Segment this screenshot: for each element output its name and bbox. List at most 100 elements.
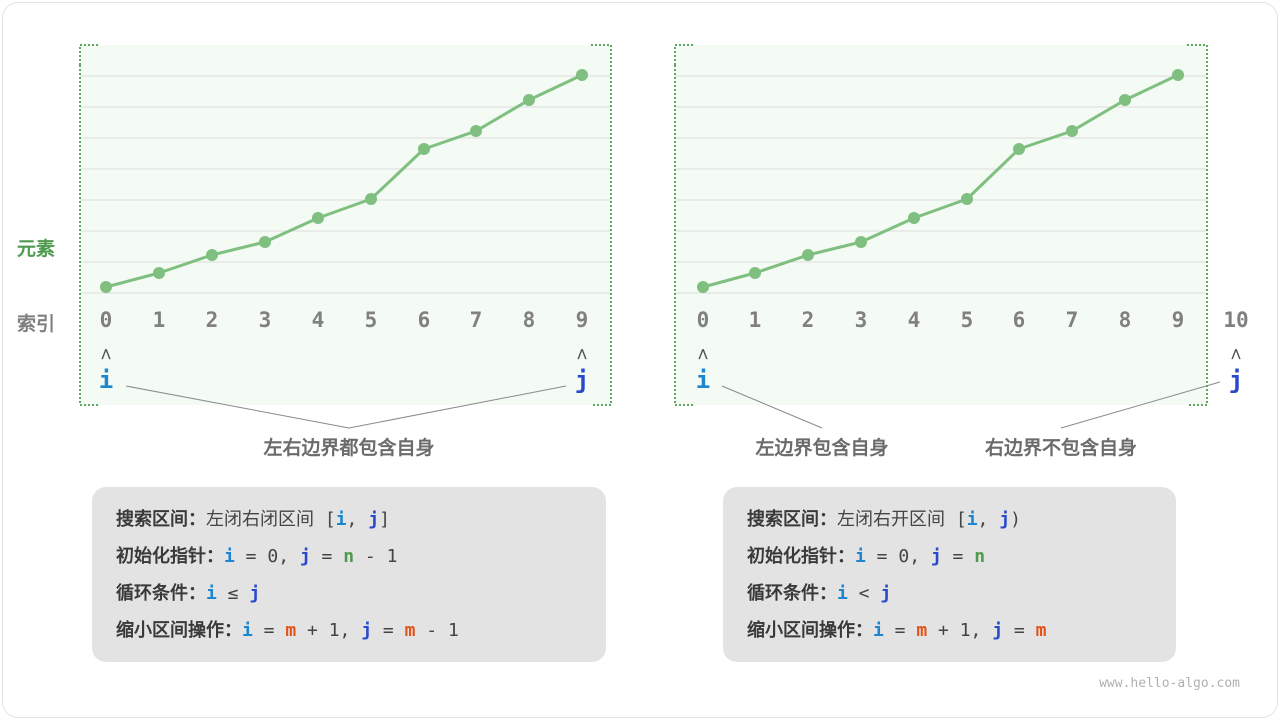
index-label: 6 <box>1012 308 1026 332</box>
index-label: 3 <box>258 308 272 332</box>
info-label: 缩小区间操作： <box>747 620 873 641</box>
var-n: n <box>343 546 355 567</box>
info-line: 循环条件：i ≤ j <box>116 579 260 605</box>
index-label: 10 <box>1223 308 1249 332</box>
watermark: www.hello-algo.com <box>1099 676 1240 691</box>
caption-connector <box>1060 381 1221 429</box>
index-label: 7 <box>1065 308 1079 332</box>
left-data-point <box>523 94 535 106</box>
left-info-box: 搜索区间：左闭右闭区间 [i, j] 初始化指针：i = 0, j = n - 1… <box>92 487 606 662</box>
right-data-point <box>1172 69 1184 81</box>
right-data-point <box>908 212 920 224</box>
pointer-arrow-j-right: ⋀ <box>1231 347 1241 360</box>
info-text: = <box>883 620 917 641</box>
info-text: 左闭右闭区间 [ <box>206 509 336 530</box>
info-text: = 0, <box>865 546 931 567</box>
left-panel-border <box>591 44 612 406</box>
info-text: - 1 <box>415 620 459 641</box>
right-panel-border <box>674 385 695 406</box>
left-data-point <box>259 236 271 248</box>
right-data-point <box>1013 143 1025 155</box>
info-text: = <box>252 620 286 641</box>
var-m: m <box>916 620 928 641</box>
right-series-line <box>702 73 1179 289</box>
right-info-box: 搜索区间：左闭右开区间 [i, j) 初始化指针：i = 0, j = n 循环条件… <box>723 487 1176 662</box>
right-panel-border <box>674 44 695 65</box>
index-label: 4 <box>907 308 921 332</box>
info-text: = <box>941 546 975 567</box>
var-i: i <box>873 620 884 641</box>
right-data-point <box>1119 94 1131 106</box>
index-label: 2 <box>801 308 815 332</box>
element-label: 元素 <box>17 238 56 260</box>
pointer-j-left: j <box>574 366 590 394</box>
caption-connector <box>348 385 567 429</box>
index-label: 9 <box>1171 308 1185 332</box>
pointer-i-left: i <box>98 366 114 394</box>
left-data-point <box>576 69 588 81</box>
info-label: 缩小区间操作： <box>116 620 242 641</box>
index-label: 1 <box>748 308 762 332</box>
right-data-point <box>749 267 761 279</box>
caption-connector <box>721 385 823 429</box>
var-i: i <box>206 583 217 604</box>
info-text: ) <box>1010 509 1021 530</box>
info-text: ≤ <box>216 583 250 604</box>
caption-left: 左右边界都包含自身 <box>263 437 435 459</box>
index-label: 4 <box>311 308 325 332</box>
index-label: 3 <box>854 308 868 332</box>
pointer-j-right: j <box>1228 366 1244 394</box>
left-data-point <box>470 125 482 137</box>
info-text: < <box>847 583 881 604</box>
info-label: 搜索区间： <box>747 509 837 530</box>
info-label: 搜索区间： <box>116 509 206 530</box>
var-j: j <box>930 546 942 567</box>
var-m: m <box>1035 620 1047 641</box>
var-i: i <box>855 546 866 567</box>
left-panel-border <box>79 385 100 406</box>
info-text: + 1, <box>927 620 993 641</box>
left-panel-border <box>79 44 100 65</box>
index-label: 5 <box>364 308 378 332</box>
var-j: j <box>880 583 892 604</box>
info-text: - 1 <box>354 546 398 567</box>
info-line: 循环条件：i < j <box>747 579 891 605</box>
info-label: 初始化指针： <box>116 546 224 567</box>
caption-right-left-bound: 左边界包含自身 <box>755 437 889 459</box>
pointer-arrow-j-left: ⋀ <box>577 347 587 360</box>
info-line: 缩小区间操作：i = m + 1, j = m - 1 <box>116 616 459 642</box>
var-j: j <box>249 583 261 604</box>
left-data-point <box>418 143 430 155</box>
info-line: 搜索区间：左闭右开区间 [i, j) <box>747 505 1021 531</box>
info-line: 搜索区间：左闭右闭区间 [i, j] <box>116 505 390 531</box>
info-text: = <box>372 620 405 641</box>
left-series-line <box>105 73 583 289</box>
info-text: = <box>310 546 344 567</box>
left-data-point <box>206 249 218 261</box>
index-label: 8 <box>522 308 536 332</box>
info-text: + 1, <box>296 620 362 641</box>
index-label: 8 <box>1118 308 1132 332</box>
index-label: 索引 <box>17 313 56 335</box>
left-data-point <box>312 212 324 224</box>
info-line: 初始化指针：i = 0, j = n - 1 <box>116 542 397 568</box>
var-m: m <box>285 620 297 641</box>
left-data-point <box>100 281 112 293</box>
info-text: = <box>1003 620 1036 641</box>
right-data-point <box>1066 125 1078 137</box>
right-data-point <box>697 281 709 293</box>
info-label: 循环条件： <box>116 583 206 604</box>
index-label: 9 <box>575 308 589 332</box>
var-j: j <box>992 620 1004 641</box>
caption-right-right-bound: 右边界不包含自身 <box>984 437 1138 459</box>
caption-connector <box>125 385 350 429</box>
info-text: ] <box>379 509 390 530</box>
left-data-point <box>153 267 165 279</box>
pointer-arrow-i-left: ⋀ <box>101 347 111 360</box>
left-data-point <box>365 193 377 205</box>
right-panel-border <box>1187 44 1208 406</box>
var-i: i <box>224 546 235 567</box>
info-text: = 0, <box>234 546 300 567</box>
